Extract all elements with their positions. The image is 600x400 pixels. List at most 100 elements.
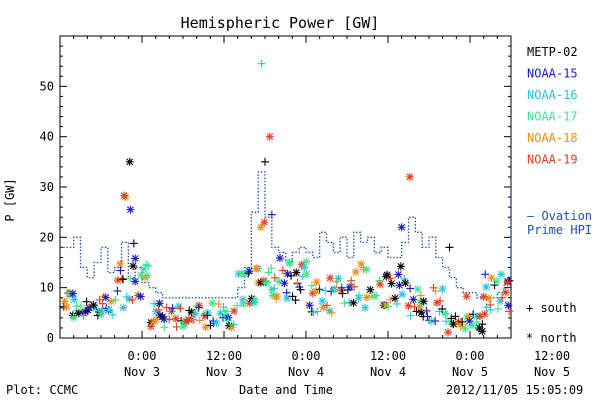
south-point	[307, 281, 316, 290]
north-point	[302, 270, 311, 279]
x-tick-date-label: Nov 5	[534, 365, 570, 379]
south-point	[478, 320, 487, 329]
x-tick-date-label: Nov 4	[370, 365, 406, 379]
south-point	[458, 317, 467, 326]
x-tick-date-label: Nov 5	[452, 365, 488, 379]
north-point	[305, 301, 314, 310]
legend-entry: METP-02	[527, 45, 578, 59]
south-point	[338, 289, 347, 298]
south-point	[165, 315, 174, 324]
north-point	[62, 303, 71, 312]
south-point	[129, 239, 138, 248]
north-point	[480, 310, 489, 319]
south-point	[76, 301, 85, 310]
north-point	[497, 270, 506, 279]
south-point	[340, 299, 349, 308]
north-point	[89, 301, 98, 310]
north-point	[191, 309, 200, 318]
x-tick-time-label: 0:00	[292, 349, 321, 363]
south-point	[98, 299, 107, 308]
north-point	[292, 268, 301, 277]
y-tick-label: 40	[40, 130, 54, 144]
north-point	[262, 278, 271, 287]
north-point	[326, 274, 335, 283]
south-point	[505, 307, 514, 316]
north-point	[409, 295, 418, 304]
south-point	[267, 264, 276, 273]
north-point	[120, 191, 129, 200]
north-point	[319, 303, 328, 312]
north-point	[330, 285, 339, 294]
north-point	[107, 297, 116, 306]
north-point	[479, 292, 488, 301]
north-point	[105, 305, 114, 314]
north-point	[391, 294, 400, 303]
north-point	[282, 294, 291, 303]
south-point	[116, 266, 125, 275]
north-point	[286, 258, 295, 267]
north-point	[143, 271, 152, 280]
y-tick-label: 0	[47, 331, 54, 345]
south-point	[272, 294, 281, 303]
north-point	[325, 306, 334, 315]
south-point	[176, 304, 185, 313]
north-point	[208, 299, 217, 308]
x-axis-label: Date and Time	[239, 383, 333, 397]
south-point	[359, 263, 368, 272]
south-point	[436, 297, 445, 306]
north-point	[171, 314, 180, 323]
x-tick-time-label: 12:00	[534, 349, 570, 363]
north-point	[396, 262, 405, 271]
y-tick-label: 30	[40, 180, 54, 194]
north-point	[383, 270, 392, 279]
north-point	[256, 223, 265, 232]
south-point	[383, 302, 392, 311]
x-tick-time-label: 0:00	[456, 349, 485, 363]
south-point	[154, 305, 163, 314]
south-point	[119, 275, 128, 284]
north-point	[280, 279, 289, 288]
north-point	[444, 328, 453, 337]
north-point	[131, 277, 140, 286]
north-point	[97, 306, 106, 315]
north-point	[119, 303, 128, 312]
north-point	[265, 132, 274, 141]
north-point	[318, 297, 327, 306]
north-point	[362, 265, 371, 274]
north-point	[370, 292, 379, 301]
north-point	[227, 323, 236, 332]
north-point	[125, 157, 134, 166]
north-point	[462, 292, 471, 301]
ovation-label-line2: Prime HPI	[527, 223, 592, 237]
north-point	[252, 264, 261, 273]
footer-timestamp: 2012/11/05 15:05:09	[446, 383, 583, 397]
north-point	[398, 290, 407, 299]
north-point	[245, 267, 254, 276]
north-point	[351, 267, 360, 276]
south-point	[372, 291, 381, 300]
north-point	[126, 205, 135, 214]
south-point	[291, 296, 300, 305]
north-point	[260, 218, 269, 227]
north-point	[346, 283, 355, 292]
south-point	[295, 283, 304, 292]
south-point	[423, 312, 432, 321]
x-tick-time-label: 12:00	[370, 349, 406, 363]
north-point	[419, 297, 428, 306]
x-tick-date-label: Nov 3	[124, 365, 160, 379]
north-point	[136, 292, 145, 301]
legend-entry: NOAA-17	[527, 110, 578, 124]
north-point	[334, 274, 343, 283]
south-point	[442, 317, 451, 326]
north-point	[478, 327, 487, 336]
south-point	[270, 284, 279, 293]
south-point	[229, 320, 238, 329]
south-point	[447, 314, 456, 323]
legend-entry: NOAA-16	[527, 88, 578, 102]
north-point	[366, 285, 375, 294]
south-point	[315, 285, 324, 294]
north-point	[101, 293, 110, 302]
north-point	[349, 298, 358, 307]
legend: METP-02 NOAA-15 NOAA-16 NOAA-17 NOAA-18 NOAA-…	[527, 45, 578, 167]
